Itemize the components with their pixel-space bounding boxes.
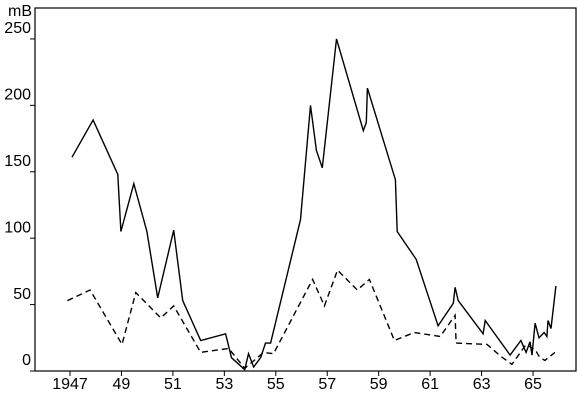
data-line [67, 268, 556, 370]
y-tick-label: 100 [4, 219, 31, 236]
data-line [71, 38, 557, 372]
x-tick-label: 65 [524, 376, 542, 393]
y-tick-label: 150 [4, 153, 31, 170]
y-tick-label: 50 [13, 286, 31, 303]
x-tick-label: 53 [215, 376, 233, 393]
y-tick-label: 250 [4, 20, 31, 37]
y-tick-label: 0 [22, 352, 31, 369]
x-tick-label: 57 [318, 376, 336, 393]
x-tick-label: 59 [370, 376, 388, 393]
y-unit-label: mB [8, 3, 32, 20]
x-tick-label: 49 [113, 376, 131, 393]
x-tick-label: 55 [267, 376, 285, 393]
plot-frame [34, 7, 577, 372]
x-tick-label: 1947 [52, 376, 88, 393]
x-tick-label: 51 [164, 376, 182, 393]
y-tick-label: 200 [4, 87, 31, 104]
x-tick-label: 61 [421, 376, 439, 393]
x-tick-label: 63 [473, 376, 491, 393]
